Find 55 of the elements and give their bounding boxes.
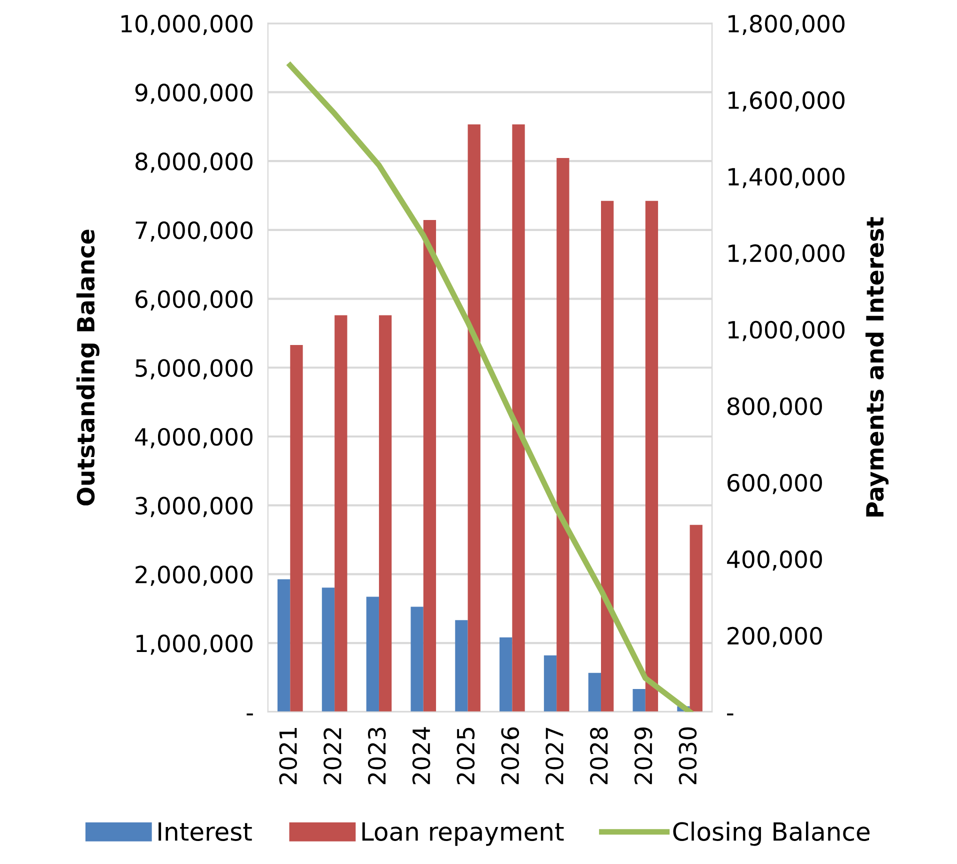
y2-tick-label: 600,000 <box>728 474 822 494</box>
y-tick-label: 10,000,000 <box>121 14 253 36</box>
y-tick-label: 8,000,000 <box>136 152 253 173</box>
x-tick-label: 2026 <box>501 727 520 784</box>
bar <box>468 124 480 712</box>
y2-tick-label: 1,800,000 <box>728 14 844 36</box>
bar <box>556 158 570 712</box>
y2-tick-label: - <box>727 713 734 716</box>
legend-label: Loan repayment <box>362 822 564 846</box>
bar <box>588 672 601 712</box>
bar <box>410 606 424 712</box>
y-tick-label: 1,000,000 <box>136 634 253 655</box>
bar <box>278 579 290 712</box>
bar <box>455 620 468 712</box>
x-tick-label: 2028 <box>590 727 608 784</box>
y2-axis-title: Payments and Interest <box>866 217 889 516</box>
x-tick-label: 2029 <box>634 727 652 784</box>
y2-tick-label: 400,000 <box>727 550 822 571</box>
legend-label: Closing Balance <box>673 822 870 846</box>
x-tick-label: 2022 <box>324 728 342 784</box>
x-tick-label: 2023 <box>368 728 386 784</box>
y-tick-label: 2,000,000 <box>136 566 253 586</box>
y2-tick-label: 200,000 <box>728 626 822 648</box>
bar <box>366 596 379 712</box>
bar <box>334 315 348 712</box>
bar <box>423 220 436 712</box>
y-tick-label: 9,000,000 <box>135 84 253 104</box>
y-axis-title: Outstanding Balance <box>76 230 100 506</box>
y2-tick-label: 1,400,000 <box>728 168 844 188</box>
y-tick-label: - <box>246 713 253 716</box>
bar <box>322 588 335 712</box>
bar <box>600 200 614 712</box>
y-tick-label: 3,000,000 <box>136 496 253 518</box>
y2-tick-label: 1,200,000 <box>728 244 844 265</box>
bar <box>290 345 303 712</box>
y-tick-label: 7,000,000 <box>136 221 253 242</box>
bar <box>632 688 646 712</box>
x-tick-label: 2024 <box>412 727 430 784</box>
y2-tick-label: 1,600,000 <box>728 91 844 112</box>
x-tick-label: 2030 <box>678 727 697 784</box>
x-tick-label: 2025 <box>456 728 475 784</box>
y-tick-label: 6,000,000 <box>136 290 253 310</box>
bar <box>378 315 392 712</box>
y-tick-label: 5,000,000 <box>136 359 253 380</box>
bar <box>512 124 525 712</box>
y-tick-label: 4,000,000 <box>135 428 253 448</box>
y2-tick-label: 1,000,000 <box>728 320 844 342</box>
x-tick-label: 2021 <box>279 728 298 784</box>
bar <box>645 200 658 712</box>
y2-tick-label: 800,000 <box>728 397 822 418</box>
bar <box>500 637 512 712</box>
legend-label: Interest <box>158 822 252 841</box>
bar <box>544 655 557 712</box>
bar <box>690 524 702 712</box>
x-tick-label: 2027 <box>546 728 564 784</box>
